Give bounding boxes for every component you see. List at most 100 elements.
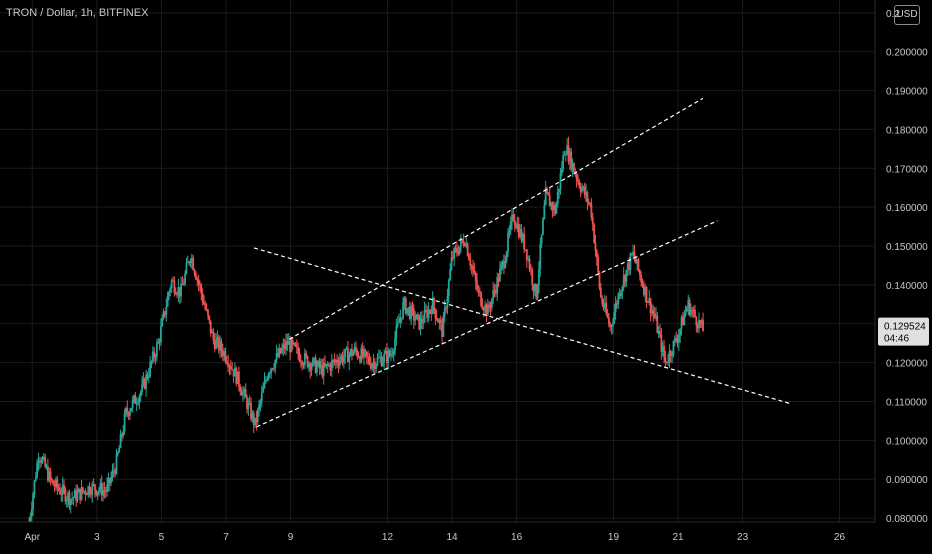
candle-body <box>314 357 317 373</box>
candle-body <box>386 351 388 363</box>
candle-body <box>310 365 313 371</box>
candle-body <box>536 285 539 299</box>
candle-body <box>38 460 41 462</box>
candle-body <box>399 317 402 323</box>
candle-body <box>356 350 359 357</box>
x-tick-label: 16 <box>511 532 523 543</box>
candle-body <box>579 187 582 192</box>
candle-body <box>345 347 348 350</box>
candle-body <box>238 371 240 387</box>
candle-body <box>289 341 291 353</box>
candle-body <box>349 349 352 355</box>
candle-body <box>484 304 487 311</box>
candle-body <box>359 357 361 362</box>
candle-body <box>305 353 308 357</box>
candle-body <box>511 214 513 222</box>
candle-body <box>642 285 645 295</box>
candle-body <box>79 488 82 500</box>
candle-body <box>239 386 242 392</box>
candle-body <box>76 492 79 501</box>
candle-body <box>659 331 661 335</box>
candle-body <box>321 365 324 377</box>
candle-body <box>87 486 90 495</box>
candle-body <box>461 239 464 241</box>
candle-body <box>441 322 443 337</box>
candle-body <box>57 487 60 490</box>
candle-body <box>255 417 258 423</box>
candle-body <box>379 357 382 359</box>
candle-body <box>274 360 277 369</box>
candle-body <box>649 298 652 314</box>
candle-body <box>48 471 51 481</box>
candle-body <box>84 490 87 495</box>
candle-body <box>523 233 526 250</box>
candle-body <box>677 335 680 343</box>
candle-body <box>398 322 400 324</box>
candle-body <box>42 456 45 459</box>
candle-body <box>542 218 544 235</box>
candle-body <box>324 363 326 367</box>
candle-body <box>531 269 534 285</box>
candle-body <box>698 320 700 329</box>
candle-body <box>302 364 305 366</box>
candle-body <box>351 349 353 356</box>
candle-body <box>429 309 431 311</box>
candle-body <box>634 258 637 264</box>
candle-body <box>628 262 630 270</box>
candle-body <box>669 351 672 357</box>
candle-body <box>384 351 387 354</box>
current-price-label <box>878 317 929 346</box>
candle-body <box>52 480 55 486</box>
candle-body <box>33 480 36 495</box>
candle-body <box>380 357 383 366</box>
candle-body <box>126 408 129 413</box>
candle-body <box>532 284 535 292</box>
candle-body <box>688 300 691 315</box>
candle-body <box>149 362 152 376</box>
candle-body <box>583 186 586 196</box>
candle-body <box>519 229 522 237</box>
candle-body <box>694 309 696 317</box>
y-tick-label: 0.120000 <box>886 359 928 370</box>
candle-body <box>106 484 108 493</box>
symbol-title: TRON / Dollar, 1h, BITFINEX <box>6 7 149 19</box>
candle-body <box>196 279 199 281</box>
candle-body <box>630 253 633 255</box>
candle-body <box>480 292 482 306</box>
candle-body <box>231 369 234 371</box>
candle-body <box>67 492 69 500</box>
candle-body <box>525 249 528 260</box>
currency-button[interactable]: USD <box>894 5 920 25</box>
candle-body <box>188 261 191 264</box>
candle-body <box>493 290 496 292</box>
candle-body <box>151 351 154 362</box>
candle-body <box>275 353 278 361</box>
candle-body <box>375 364 378 369</box>
candle-body <box>224 351 227 361</box>
x-tick-label: 26 <box>834 532 846 543</box>
candle-body <box>189 260 192 264</box>
candle-body <box>298 354 301 362</box>
candle-body <box>283 344 286 350</box>
candle-body <box>505 251 508 262</box>
candle-body <box>482 308 485 311</box>
candle-body <box>684 311 687 315</box>
x-tick-label: 3 <box>94 532 100 543</box>
candle-body <box>411 305 414 309</box>
candle-body <box>671 354 674 357</box>
candle-body <box>316 365 318 373</box>
candle-body <box>30 509 33 517</box>
candle-body <box>651 310 653 314</box>
candle-body <box>338 359 341 366</box>
candle-body <box>332 360 335 362</box>
candle-body <box>402 302 404 319</box>
candle-body <box>328 364 330 366</box>
candle-body <box>597 257 600 272</box>
candle-body <box>88 486 91 494</box>
candle-body <box>663 346 665 358</box>
candle-body <box>313 357 316 359</box>
candle-body <box>410 305 413 319</box>
candle-body <box>416 314 419 316</box>
